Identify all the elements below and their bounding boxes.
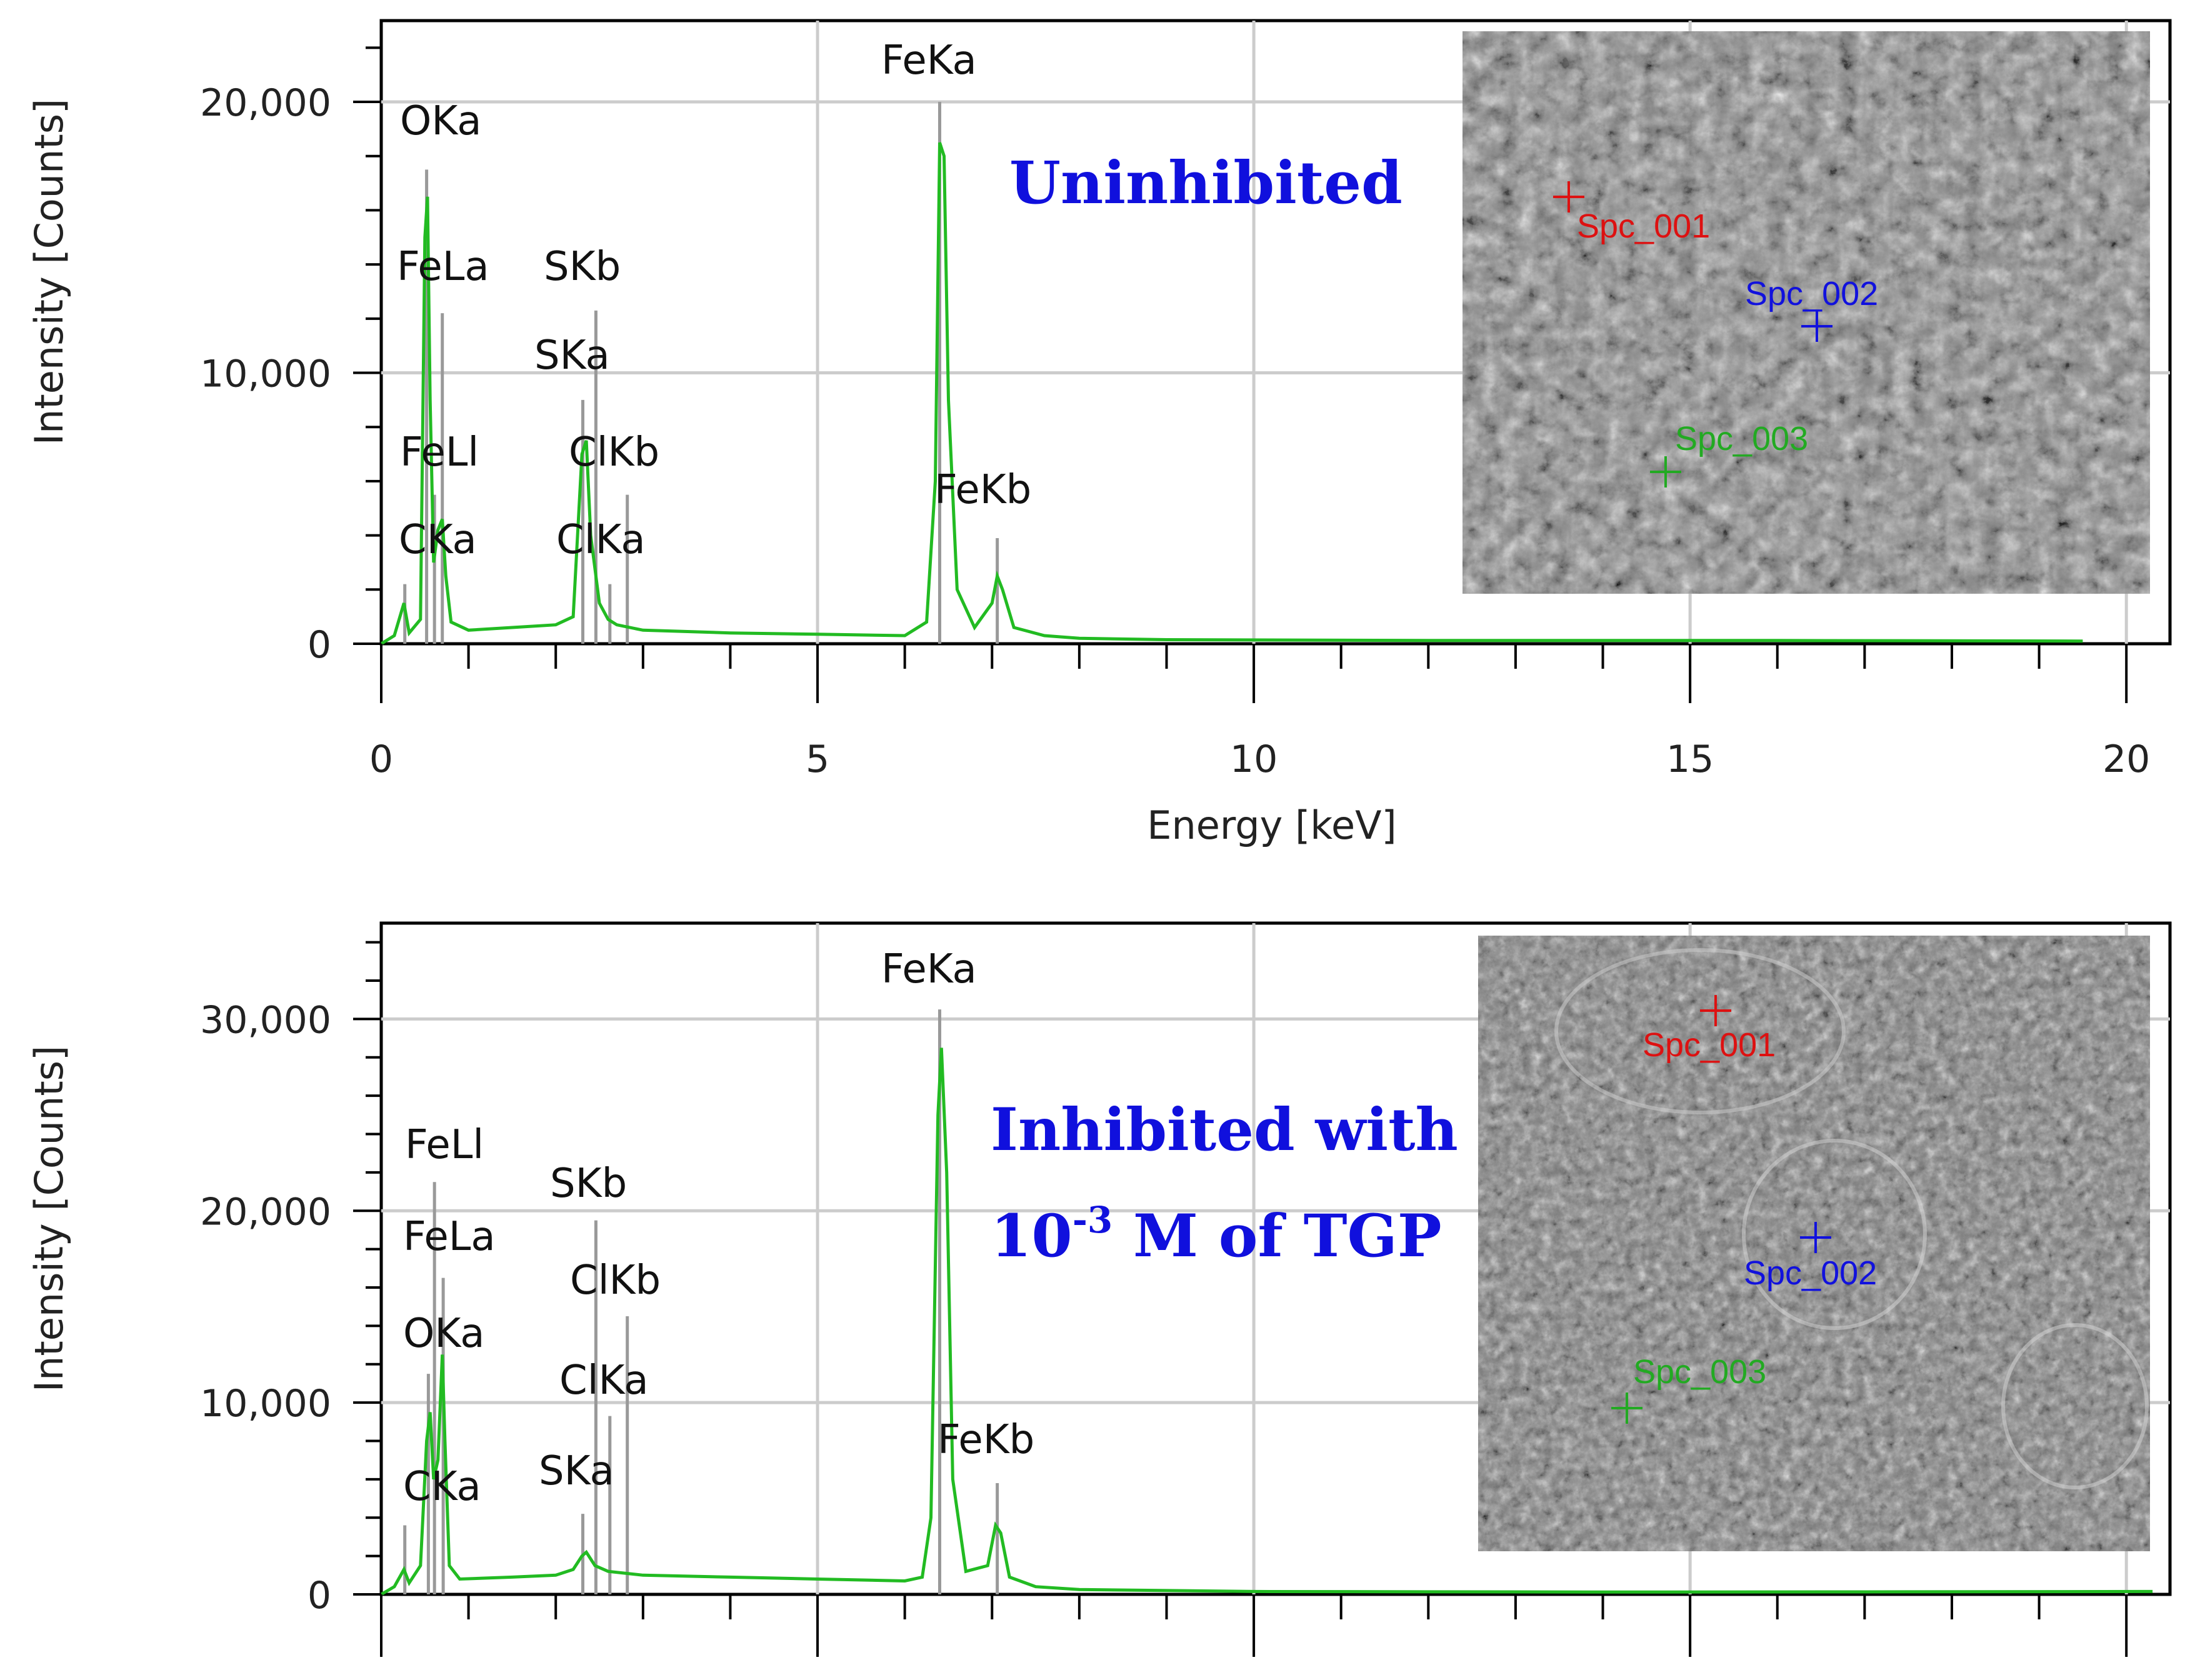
marker-spc-003: Spc_003 bbox=[1650, 420, 1808, 488]
inhibited-panel: 0 10,000 20,000 30,000 FeLl FeLa OKa CKa SKb ClK… bbox=[26, 921, 2172, 1657]
peak-label-clkb: ClKb bbox=[569, 429, 659, 476]
peak-label-clka: ClKa bbox=[559, 1358, 649, 1404]
sem-inset: Spc_001 Spc_002 Spc_003 bbox=[1462, 31, 2150, 594]
svg-text:Spc_003: Spc_003 bbox=[1675, 420, 1808, 458]
peak-label-clka: ClKa bbox=[556, 517, 646, 563]
peak-label-fekb: FeKb bbox=[934, 467, 1031, 513]
sem-inset: Spc_001 Spc_002 Spc_003 bbox=[1478, 936, 2150, 1551]
svg-text:Spc_003: Spc_003 bbox=[1633, 1353, 1766, 1391]
peak-label-fekb: FeKb bbox=[938, 1417, 1034, 1463]
svg-text:Spc_002: Spc_002 bbox=[1744, 1254, 1877, 1292]
spectrum-line bbox=[380, 142, 2083, 646]
peak-label-fela: FeLa bbox=[397, 244, 489, 290]
inhibited-caption-line1: Inhibited with bbox=[991, 1096, 1458, 1164]
y-tick-label: 30,000 bbox=[200, 998, 331, 1042]
x-axis-title: Energy [keV] bbox=[1147, 802, 1396, 848]
y-tick-label: 0 bbox=[308, 1574, 331, 1618]
peak-label-oka: OKa bbox=[403, 1311, 484, 1357]
svg-text:Spc_001: Spc_001 bbox=[1577, 208, 1710, 245]
spectrum-line bbox=[380, 1048, 2153, 1596]
y-axis-ticks: 0 10,000 20,000 bbox=[200, 46, 381, 667]
uninhibited-caption: Uninhibited bbox=[1009, 149, 1402, 218]
uninhibited-panel: 0 10,000 20,000 0 5 10 15 20 OKa FeLa FeLl CKa SKb… bbox=[26, 19, 2172, 848]
x-tick-label: 0 bbox=[369, 738, 393, 781]
peak-labels: OKa FeLa FeLl CKa SKb SKa ClKb ClKa FeKa FeKb bbox=[397, 38, 1031, 563]
svg-text:Spc_002: Spc_002 bbox=[1745, 275, 1878, 312]
marker-spc-002: Spc_002 bbox=[1745, 275, 1878, 342]
marker-spc-001: Spc_001 bbox=[1642, 995, 1776, 1064]
peak-label-feka: FeKa bbox=[881, 946, 977, 992]
y-tick-label: 10,000 bbox=[200, 1382, 331, 1426]
y-axis-ticks: 0 10,000 20,000 30,000 bbox=[200, 941, 381, 1618]
x-tick-label: 10 bbox=[1230, 738, 1278, 781]
y-tick-label: 20,000 bbox=[200, 81, 331, 125]
marker-spc-003: Spc_003 bbox=[1611, 1353, 1766, 1424]
x-axis-ticks: 0 5 10 15 20 bbox=[369, 644, 2150, 781]
peak-label-feka: FeKa bbox=[881, 38, 977, 84]
peak-label-skb: SKb bbox=[544, 244, 621, 290]
y-tick-label: 10,000 bbox=[200, 352, 331, 396]
peak-label-cka: CKa bbox=[399, 517, 477, 563]
y-tick-label: 0 bbox=[308, 623, 331, 667]
y-axis-title: Intensity [Counts] bbox=[26, 99, 72, 445]
peak-label-clkb: ClKb bbox=[570, 1258, 661, 1304]
marker-spc-001: Spc_001 bbox=[1553, 181, 1710, 245]
svg-text:Spc_001: Spc_001 bbox=[1642, 1026, 1776, 1064]
peak-label-cka: CKa bbox=[403, 1464, 481, 1510]
x-tick-label: 20 bbox=[2102, 738, 2150, 781]
marker-spc-002: Spc_002 bbox=[1744, 1222, 1877, 1292]
x-tick-label: 15 bbox=[1666, 738, 1714, 781]
peak-label-ska: SKa bbox=[539, 1448, 614, 1494]
peak-label-fela: FeLa bbox=[403, 1214, 496, 1260]
inhibited-caption-line2: 10-3 M of TGP bbox=[991, 1199, 1442, 1271]
peak-label-oka: OKa bbox=[400, 98, 481, 144]
y-axis-title: Intensity [Counts] bbox=[26, 1046, 72, 1392]
peak-labels: FeLl FeLa OKa CKa SKb ClKb ClKa SKa FeKa FeKb bbox=[403, 946, 1034, 1510]
peak-label-ska: SKa bbox=[534, 332, 610, 379]
x-tick-label: 5 bbox=[806, 738, 829, 781]
y-tick-label: 20,000 bbox=[200, 1190, 331, 1234]
peak-label-fell: FeLl bbox=[400, 429, 479, 476]
x-axis-ticks bbox=[380, 1594, 2128, 1657]
peak-label-skb: SKb bbox=[550, 1161, 627, 1207]
peak-label-fell: FeLl bbox=[405, 1122, 484, 1168]
